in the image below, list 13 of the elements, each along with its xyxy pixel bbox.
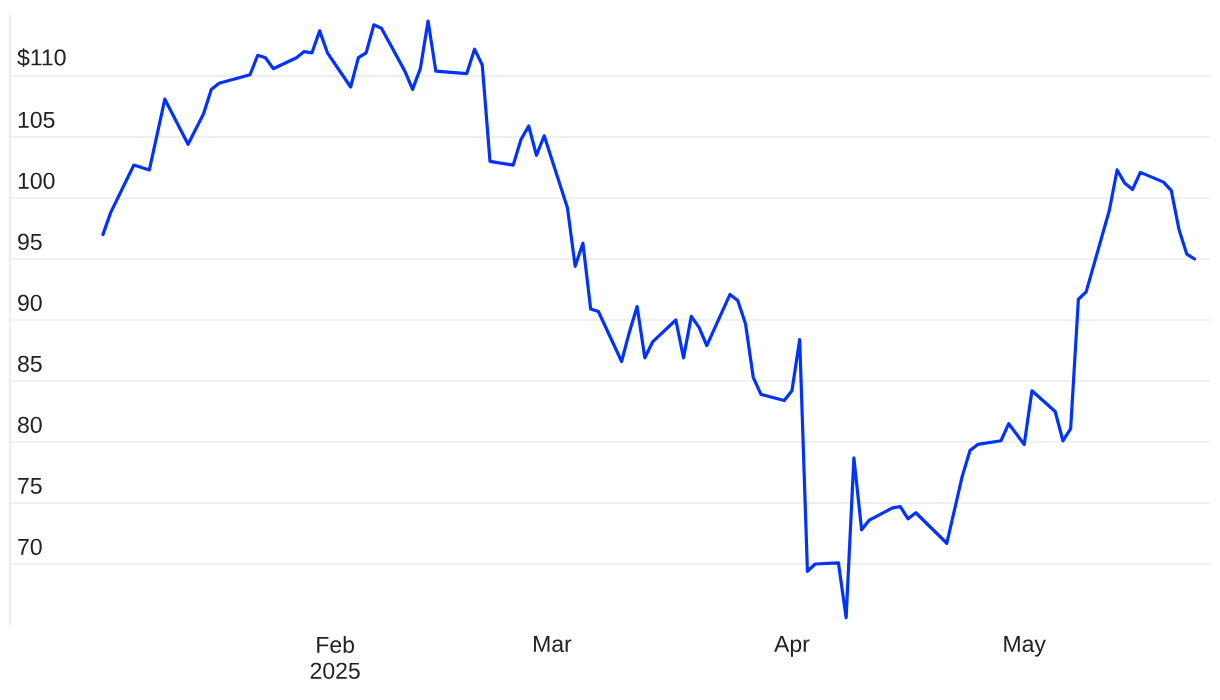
y-tick-label: 90 — [18, 294, 42, 311]
y-tick-label: 80 — [18, 416, 42, 433]
y-tick-label: 100 — [18, 172, 55, 189]
y-tick-label: 75 — [18, 477, 42, 494]
y-tick-label: 85 — [18, 355, 42, 372]
x-tick-label: Apr — [774, 636, 810, 657]
y-tick-label: 70 — [18, 538, 42, 555]
y-tick-label: 105 — [18, 111, 55, 128]
x-tick-label: May — [1004, 636, 1046, 657]
x-tick-label: Mar — [534, 636, 572, 653]
x-tick-label: Feb 2025 — [310, 636, 360, 679]
y-tick-label: 95 — [18, 233, 42, 250]
y-tick-label: $110 — [17, 48, 66, 67]
